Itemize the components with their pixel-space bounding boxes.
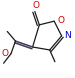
Text: O: O — [32, 1, 39, 10]
Text: O: O — [2, 49, 9, 58]
Text: N: N — [65, 31, 71, 40]
Text: O: O — [57, 16, 64, 25]
